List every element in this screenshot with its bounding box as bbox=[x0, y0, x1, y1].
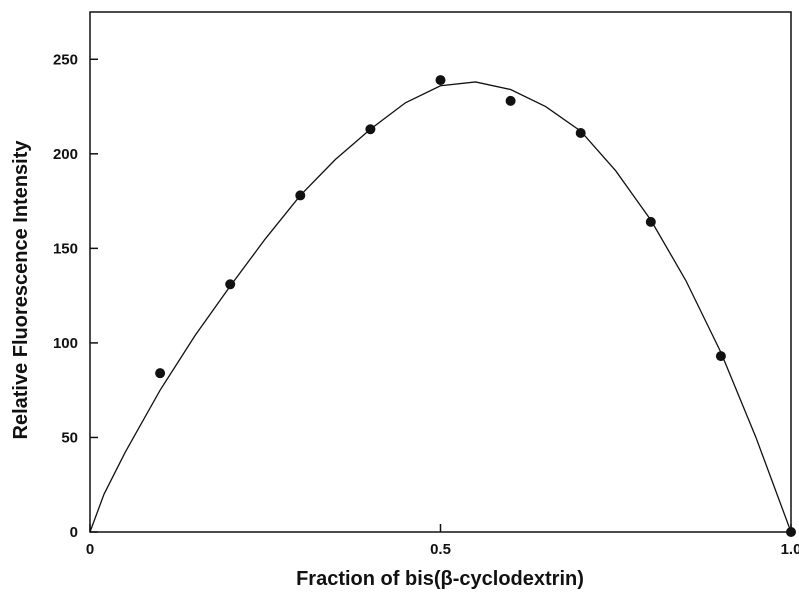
fit-curve bbox=[89, 81, 792, 533]
data-point bbox=[505, 95, 516, 106]
y-tick-label: 250 bbox=[53, 51, 78, 68]
y-tick-label: 200 bbox=[53, 146, 78, 163]
x-tick-label: 1.0 bbox=[781, 541, 799, 558]
data-point bbox=[435, 75, 446, 86]
x-tick-label: 0.5 bbox=[430, 541, 451, 558]
x-tick-label: 0 bbox=[86, 541, 94, 558]
y-tick-label: 150 bbox=[53, 240, 78, 257]
y-tick-label: 50 bbox=[61, 429, 78, 446]
y-axis-label: Relative Fluorescence Intensity bbox=[10, 140, 32, 440]
x-axis-label: Fraction of bis(β-cyclodextrin) bbox=[296, 568, 584, 590]
plot-frame bbox=[89, 11, 792, 533]
y-tick-label: 100 bbox=[53, 335, 78, 352]
y-tick-label: 0 bbox=[70, 524, 78, 541]
data-point bbox=[155, 368, 166, 379]
data-point bbox=[575, 128, 586, 139]
